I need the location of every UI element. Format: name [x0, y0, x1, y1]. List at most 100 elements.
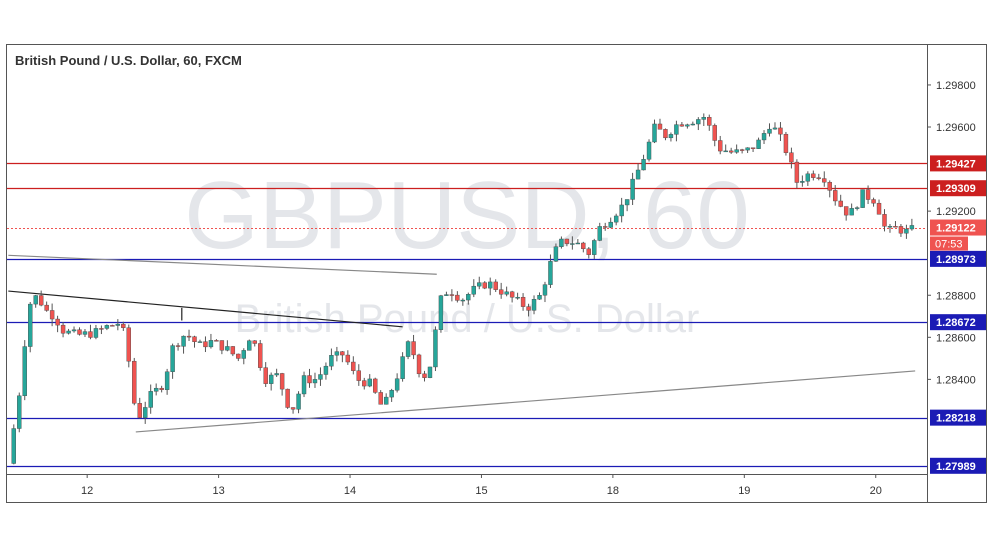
candle: [258, 339, 263, 371]
candle-body-down: [137, 403, 142, 418]
candle-body-down: [263, 367, 268, 384]
candle-body-down: [186, 335, 192, 338]
candle-body-down: [728, 150, 734, 153]
candle: [811, 170, 816, 181]
candle-body-up: [383, 396, 389, 405]
candle-body-down: [789, 152, 794, 163]
candle-body-down: [60, 324, 66, 334]
candle: [301, 371, 307, 398]
candle: [312, 372, 318, 388]
candle: [548, 254, 553, 288]
candle-body-up: [624, 199, 630, 206]
candle: [838, 194, 843, 208]
level-price-label: 1.28672: [936, 317, 976, 329]
candle-body-up: [71, 329, 77, 332]
x-tick-label: 20: [870, 485, 882, 497]
candle: [537, 292, 542, 300]
candle-body-down: [416, 354, 422, 375]
candle: [723, 144, 728, 153]
candle-body-up: [466, 294, 471, 301]
candle-body-down: [219, 340, 225, 351]
candle-body-up: [860, 189, 865, 208]
candle: [526, 303, 531, 317]
candle: [263, 362, 268, 387]
level-price-tag: [930, 250, 986, 267]
candle-body-up: [148, 391, 153, 408]
candle-body-up: [575, 242, 581, 245]
candle: [137, 397, 142, 419]
candle: [383, 393, 389, 405]
level-price-label: 1.27989: [936, 461, 976, 473]
candle: [778, 122, 783, 142]
candle-body-up: [674, 124, 679, 135]
candle: [71, 326, 77, 333]
candle-body-up: [668, 134, 674, 139]
candle-body-up: [181, 335, 186, 347]
candle-body-down: [378, 392, 383, 405]
candle-body-down: [898, 226, 904, 234]
candle-body-up: [548, 261, 553, 285]
candle-body-down: [236, 353, 241, 359]
candle-body-down: [38, 295, 44, 306]
candle-body-up: [268, 374, 274, 384]
candle: [208, 333, 214, 349]
candle-body-down: [55, 318, 60, 326]
candle-body-down: [707, 117, 712, 126]
candle-body-up: [641, 159, 646, 171]
x-tick-label: 14: [344, 485, 356, 497]
candle-body-up: [274, 373, 279, 376]
price-axis: 1.29800 1.29600 1.29200 1.28800 1.28600 1.284…: [927, 80, 976, 386]
candle-body-up: [197, 341, 203, 343]
candle: [816, 173, 821, 181]
candle-body-down: [493, 281, 498, 290]
candle-body-down: [110, 325, 115, 327]
candle-body-up: [460, 299, 466, 302]
candle: [33, 294, 38, 308]
candle: [827, 180, 832, 198]
candle: [805, 171, 811, 186]
candle: [307, 368, 312, 388]
candle-body-up: [570, 243, 575, 245]
candle: [159, 385, 164, 393]
candle: [296, 391, 301, 414]
candle-body-down: [340, 351, 345, 356]
candle-body-up: [394, 378, 400, 391]
candle-body-down: [827, 181, 832, 191]
candle-body-up: [849, 208, 854, 216]
candle: [77, 327, 82, 336]
candle-body-down: [882, 214, 887, 227]
candle: [663, 128, 668, 141]
candle: [570, 236, 575, 250]
candle-body-up: [701, 117, 706, 120]
candle: [290, 407, 296, 414]
candle: [274, 368, 279, 377]
candle: [466, 292, 471, 305]
candle: [219, 340, 225, 355]
candle-body-up: [805, 173, 811, 182]
watermark-name: British Pound / U.S. Dollar: [235, 297, 700, 341]
candle: [657, 118, 663, 130]
candle-body-up: [17, 395, 22, 429]
candle: [411, 334, 416, 360]
candle: [60, 322, 66, 338]
candle: [822, 171, 827, 187]
candle-body-up: [444, 294, 449, 296]
candle: [734, 144, 739, 154]
candle-body-down: [679, 124, 685, 127]
candle-body-up: [471, 285, 476, 295]
candle-body-down: [362, 380, 367, 387]
candle-body-down: [794, 161, 800, 183]
candle: [340, 351, 345, 363]
candle-body-down: [192, 336, 197, 343]
level-price-label: 1.29427: [936, 158, 976, 170]
candle: [203, 336, 208, 353]
candle-body-up: [104, 325, 110, 329]
candle: [11, 424, 16, 465]
candle: [55, 315, 60, 333]
candle-body-down: [121, 323, 126, 328]
candle: [438, 294, 444, 333]
candle: [318, 367, 323, 386]
candle: [241, 348, 246, 365]
candle-body-down: [657, 123, 663, 130]
